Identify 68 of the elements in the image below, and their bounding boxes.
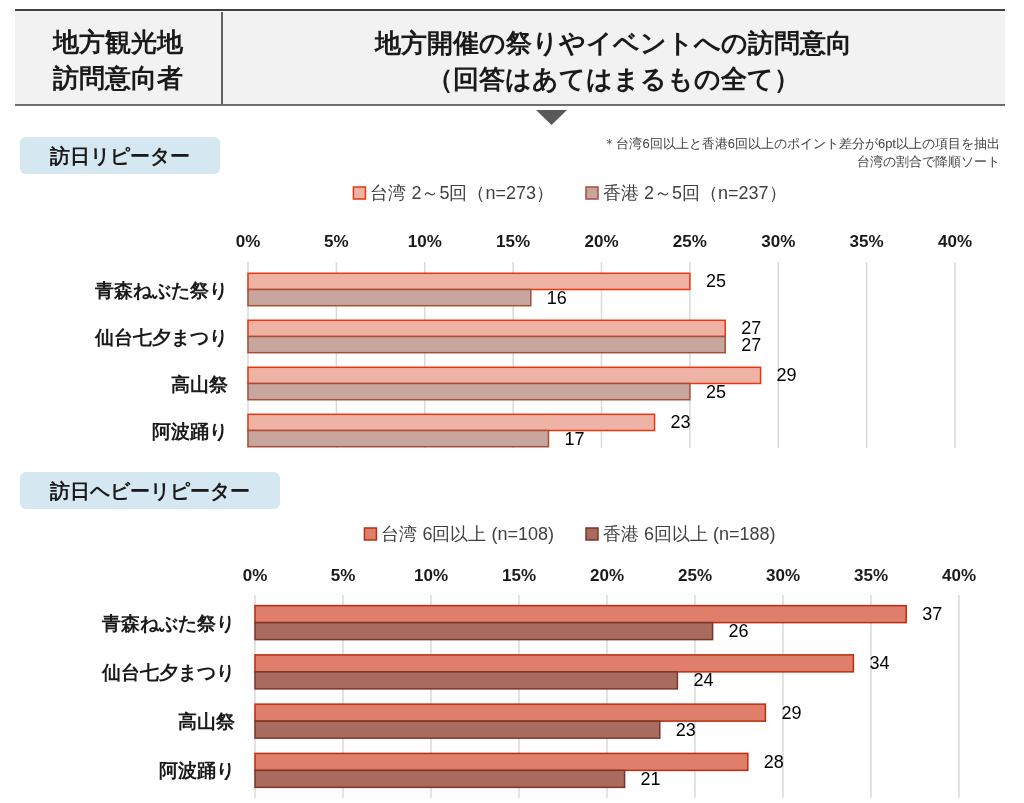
bar	[254, 654, 855, 673]
x-tick-label: 40%	[937, 232, 973, 251]
x-tick-label: 25%	[677, 566, 713, 585]
bar	[254, 720, 661, 739]
y-tick-label: 青森ねぶた祭り	[101, 612, 235, 634]
y-tick-label: 仙台七夕まつり	[94, 326, 228, 348]
x-tick-label: 5%	[324, 232, 349, 251]
x-tick-label: 15%	[496, 232, 531, 251]
data-label: 25	[705, 271, 726, 292]
x-tick-label: 10%	[413, 566, 449, 585]
x-tick-label: 0%	[242, 566, 268, 585]
bar	[247, 335, 726, 354]
x-tick-label: 0%	[235, 232, 261, 251]
bar	[247, 413, 656, 432]
chart-title: 訪日リピーター	[49, 145, 190, 167]
y-tick-label: 阿波踊り	[159, 760, 235, 782]
data-label: 25	[705, 381, 726, 402]
bar	[254, 752, 749, 772]
text: 台湾の割合で降順ソート	[857, 154, 1000, 169]
x-tick-label: 35%	[853, 566, 889, 585]
legend-label: 台湾 2～5回（n=273）	[370, 183, 554, 203]
data-label: 21	[640, 768, 661, 789]
x-tick-label: 20%	[584, 232, 619, 251]
bar	[254, 703, 767, 722]
data-label: 29	[781, 702, 802, 723]
y-tick-label: 青森ねぶた祭り	[94, 279, 228, 301]
data-label: 26	[728, 621, 749, 642]
data-label: 23	[675, 719, 696, 740]
chart-title: 訪日ヘビーリピーター	[49, 480, 250, 502]
bar	[247, 319, 726, 338]
bar	[247, 272, 691, 291]
data-label: 28	[763, 751, 784, 772]
text: （回答はあてはまるもの全て）	[426, 64, 800, 94]
bar	[247, 429, 550, 448]
y-tick-label: 高山祭	[178, 711, 236, 733]
bar	[247, 366, 762, 385]
bar	[247, 382, 691, 401]
bar	[247, 288, 532, 307]
text: 訪問意向者	[52, 63, 183, 93]
data-label: 37	[922, 604, 943, 625]
bar	[254, 621, 714, 641]
y-tick-label: 阿波踊り	[152, 420, 228, 442]
text: 地方開催の祭りやイベントへの訪問意向	[373, 28, 852, 58]
x-tick-label: 20%	[589, 566, 625, 585]
data-label: 29	[776, 365, 797, 386]
y-tick-label: 仙台七夕まつり	[101, 661, 235, 683]
bar	[254, 671, 679, 690]
text: ＊台湾6回以上と香港6回以上のポイント差分が6pt以上の項目を抽出	[603, 136, 1000, 151]
x-tick-label: 10%	[407, 232, 442, 251]
data-label: 23	[670, 412, 691, 433]
x-tick-label: 15%	[501, 566, 537, 585]
data-label: 24	[693, 670, 714, 691]
legend-label: 香港 6回以上 (n=188)	[603, 524, 776, 544]
data-label: 16	[546, 287, 567, 308]
data-label: 17	[564, 428, 585, 449]
x-tick-label: 35%	[849, 232, 884, 251]
x-tick-label: 25%	[672, 232, 707, 251]
data-label: 34	[869, 653, 890, 674]
x-tick-label: 30%	[761, 232, 796, 251]
y-tick-label: 高山祭	[171, 373, 229, 395]
x-tick-label: 5%	[330, 566, 356, 585]
bar	[254, 769, 626, 789]
text: 地方観光地	[52, 27, 184, 57]
x-tick-label: 40%	[941, 566, 977, 585]
x-tick-label: 30%	[765, 566, 801, 585]
legend-label: 香港 2～5回（n=237）	[603, 183, 787, 203]
bar	[254, 604, 907, 624]
legend-label: 台湾 6回以上 (n=108)	[381, 524, 554, 544]
